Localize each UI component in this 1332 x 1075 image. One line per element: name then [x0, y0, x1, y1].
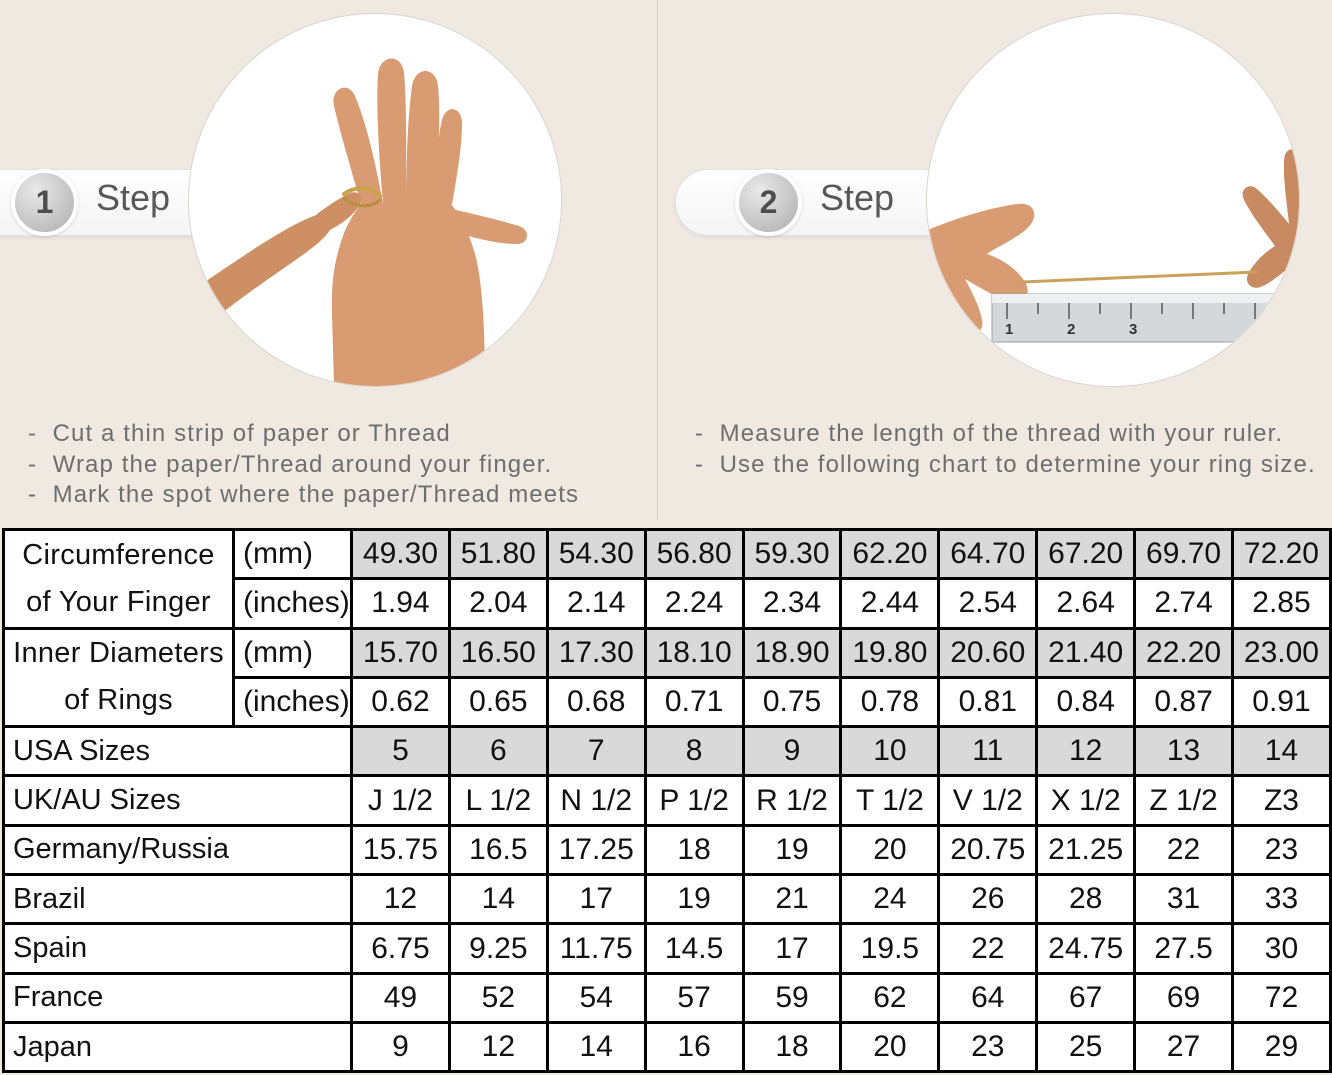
svg-text:2: 2: [1067, 321, 1075, 338]
svg-text:3: 3: [1129, 321, 1137, 338]
svg-text:1: 1: [1005, 321, 1013, 338]
